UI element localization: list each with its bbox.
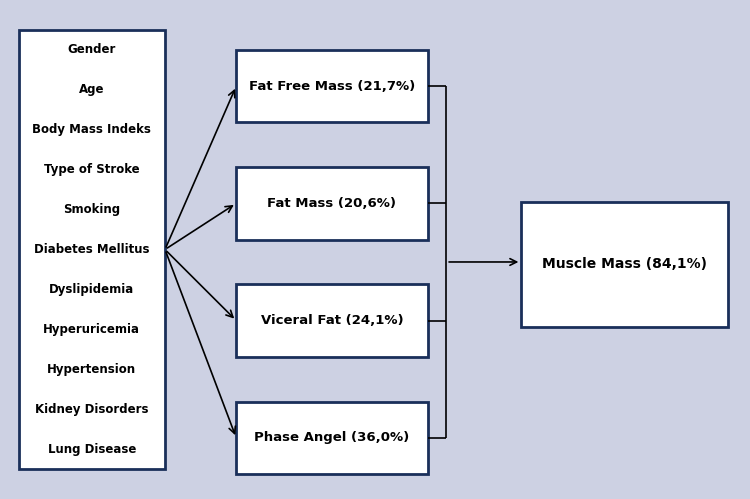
FancyBboxPatch shape [521, 202, 728, 327]
Text: Age: Age [80, 83, 104, 96]
FancyBboxPatch shape [236, 167, 428, 240]
Text: Fat Free Mass (21,7%): Fat Free Mass (21,7%) [249, 79, 415, 93]
FancyBboxPatch shape [236, 402, 428, 474]
Text: Type of Stroke: Type of Stroke [44, 163, 140, 176]
Text: Viceral Fat (24,1%): Viceral Fat (24,1%) [260, 314, 404, 327]
Text: Lung Disease: Lung Disease [48, 443, 136, 456]
Text: Smoking: Smoking [63, 203, 121, 216]
Text: Gender: Gender [68, 43, 116, 56]
Text: Hyperuricemia: Hyperuricemia [44, 323, 140, 336]
Text: Phase Angel (36,0%): Phase Angel (36,0%) [254, 431, 410, 445]
Text: Body Mass Indeks: Body Mass Indeks [32, 123, 152, 136]
Text: Dyslipidemia: Dyslipidemia [50, 283, 134, 296]
FancyBboxPatch shape [236, 284, 428, 357]
Text: Muscle Mass (84,1%): Muscle Mass (84,1%) [542, 257, 706, 271]
Text: Diabetes Mellitus: Diabetes Mellitus [34, 243, 149, 256]
Text: Kidney Disorders: Kidney Disorders [35, 403, 148, 416]
Text: Hypertension: Hypertension [47, 363, 136, 376]
FancyBboxPatch shape [19, 30, 165, 469]
FancyBboxPatch shape [236, 50, 428, 122]
Text: Fat Mass (20,6%): Fat Mass (20,6%) [267, 197, 396, 210]
